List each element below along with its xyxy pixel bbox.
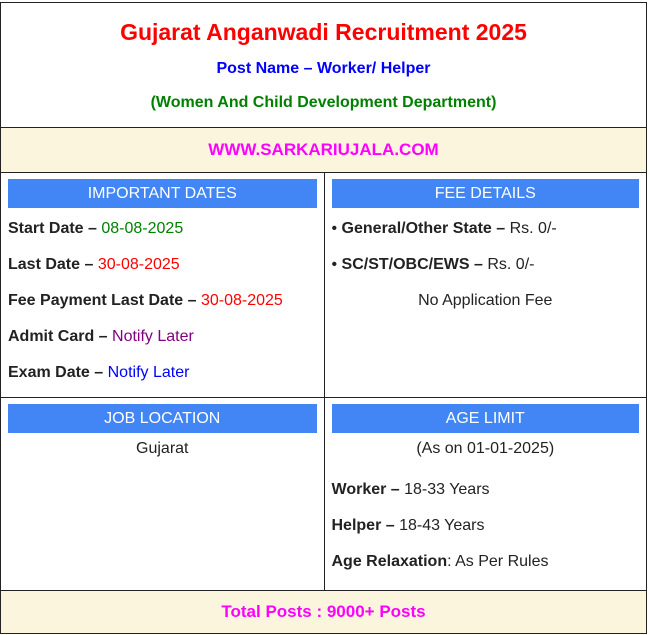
bullet-icon: • [331,256,342,273]
department: (Women And Child Development Department) [150,94,497,111]
age-item-label: Helper – [331,517,400,534]
age-item-value: : As Per Rules [447,553,549,570]
age-item-label: Worker – [331,481,405,498]
age-item: Worker – 18-33 Years [332,475,640,511]
bullet-icon: • [331,220,342,237]
total-posts-row: Total Posts : 9000+ Posts [1,591,646,633]
date-item: Start Date – 08-08-2025 [8,214,317,250]
date-item-value: Notify Later [112,328,194,345]
date-item-label: Start Date – [8,220,102,237]
website-link[interactable]: WWW.SARKARIUJALA.COM [208,140,439,159]
date-item-label: Fee Payment Last Date – [8,292,201,309]
date-item-label: Last Date – [8,256,98,273]
important-dates: IMPORTANT DATES Start Date – 08-08-2025 L… [1,173,324,397]
date-item: Last Date – 30-08-2025 [8,250,317,286]
date-item-value: 30-08-2025 [200,292,283,309]
date-item: Fee Payment Last Date – 30-08-2025 [8,286,317,322]
fee-details: FEE DETAILS • General/Other State – Rs. … [323,173,647,397]
fee-item-label: General/Other State – [341,220,510,237]
date-item-value: Notify Later [107,364,190,381]
date-item-label: Admit Card – [8,328,113,345]
location-value: Gujarat [136,440,189,457]
age-limit-heading: AGE LIMIT [331,404,639,433]
website-row: WWW.SARKARIUJALA.COM [1,128,646,173]
location-age-row: JOB LOCATION Gujarat AGE LIMIT (As on 01… [1,398,646,591]
date-item: Exam Date – Notify Later [8,358,317,394]
age-limit: AGE LIMIT (As on 01-01-2025) Worker – 18… [323,398,647,590]
date-item-value: 30-08-2025 [97,256,180,273]
age-item: Age Relaxation: As Per Rules [332,547,640,583]
date-item-value: 08-08-2025 [101,220,184,237]
total-posts: Total Posts : 9000+ Posts [221,602,426,621]
post-name: Post Name – Worker/ Helper [216,60,431,77]
fee-item-value: Rs. 0/- [487,256,535,273]
fee-details-heading: FEE DETAILS [331,179,639,208]
page-title: Gujarat Anganwadi Recruitment 2025 [120,19,527,45]
age-item: Helper – 18-43 Years [332,511,640,547]
date-item-label: Exam Date – [8,364,108,381]
date-item: Admit Card – Notify Later [8,322,317,358]
age-item-value: 18-33 Years [404,481,490,498]
fee-item: • General/Other State – Rs. 0/- [332,214,640,250]
important-dates-heading: IMPORTANT DATES [8,179,317,208]
header-row: Gujarat Anganwadi Recruitment 2025 Post … [1,3,646,128]
age-item-value: 18-43 Years [399,517,485,534]
fee-note: No Application Fee [418,292,553,309]
job-location-heading: JOB LOCATION [8,404,317,433]
dates-fee-row: IMPORTANT DATES Start Date – 08-08-2025 L… [1,173,646,398]
age-item-label: Age Relaxation [331,553,448,570]
age-as-on: (As on 01-01-2025) [416,440,555,457]
fee-item-value: Rs. 0/- [509,220,557,237]
job-location: JOB LOCATION Gujarat [1,398,324,590]
fee-item: • SC/ST/OBC/EWS – Rs. 0/- [332,250,640,286]
fee-item-label: SC/ST/OBC/EWS – [341,256,488,273]
